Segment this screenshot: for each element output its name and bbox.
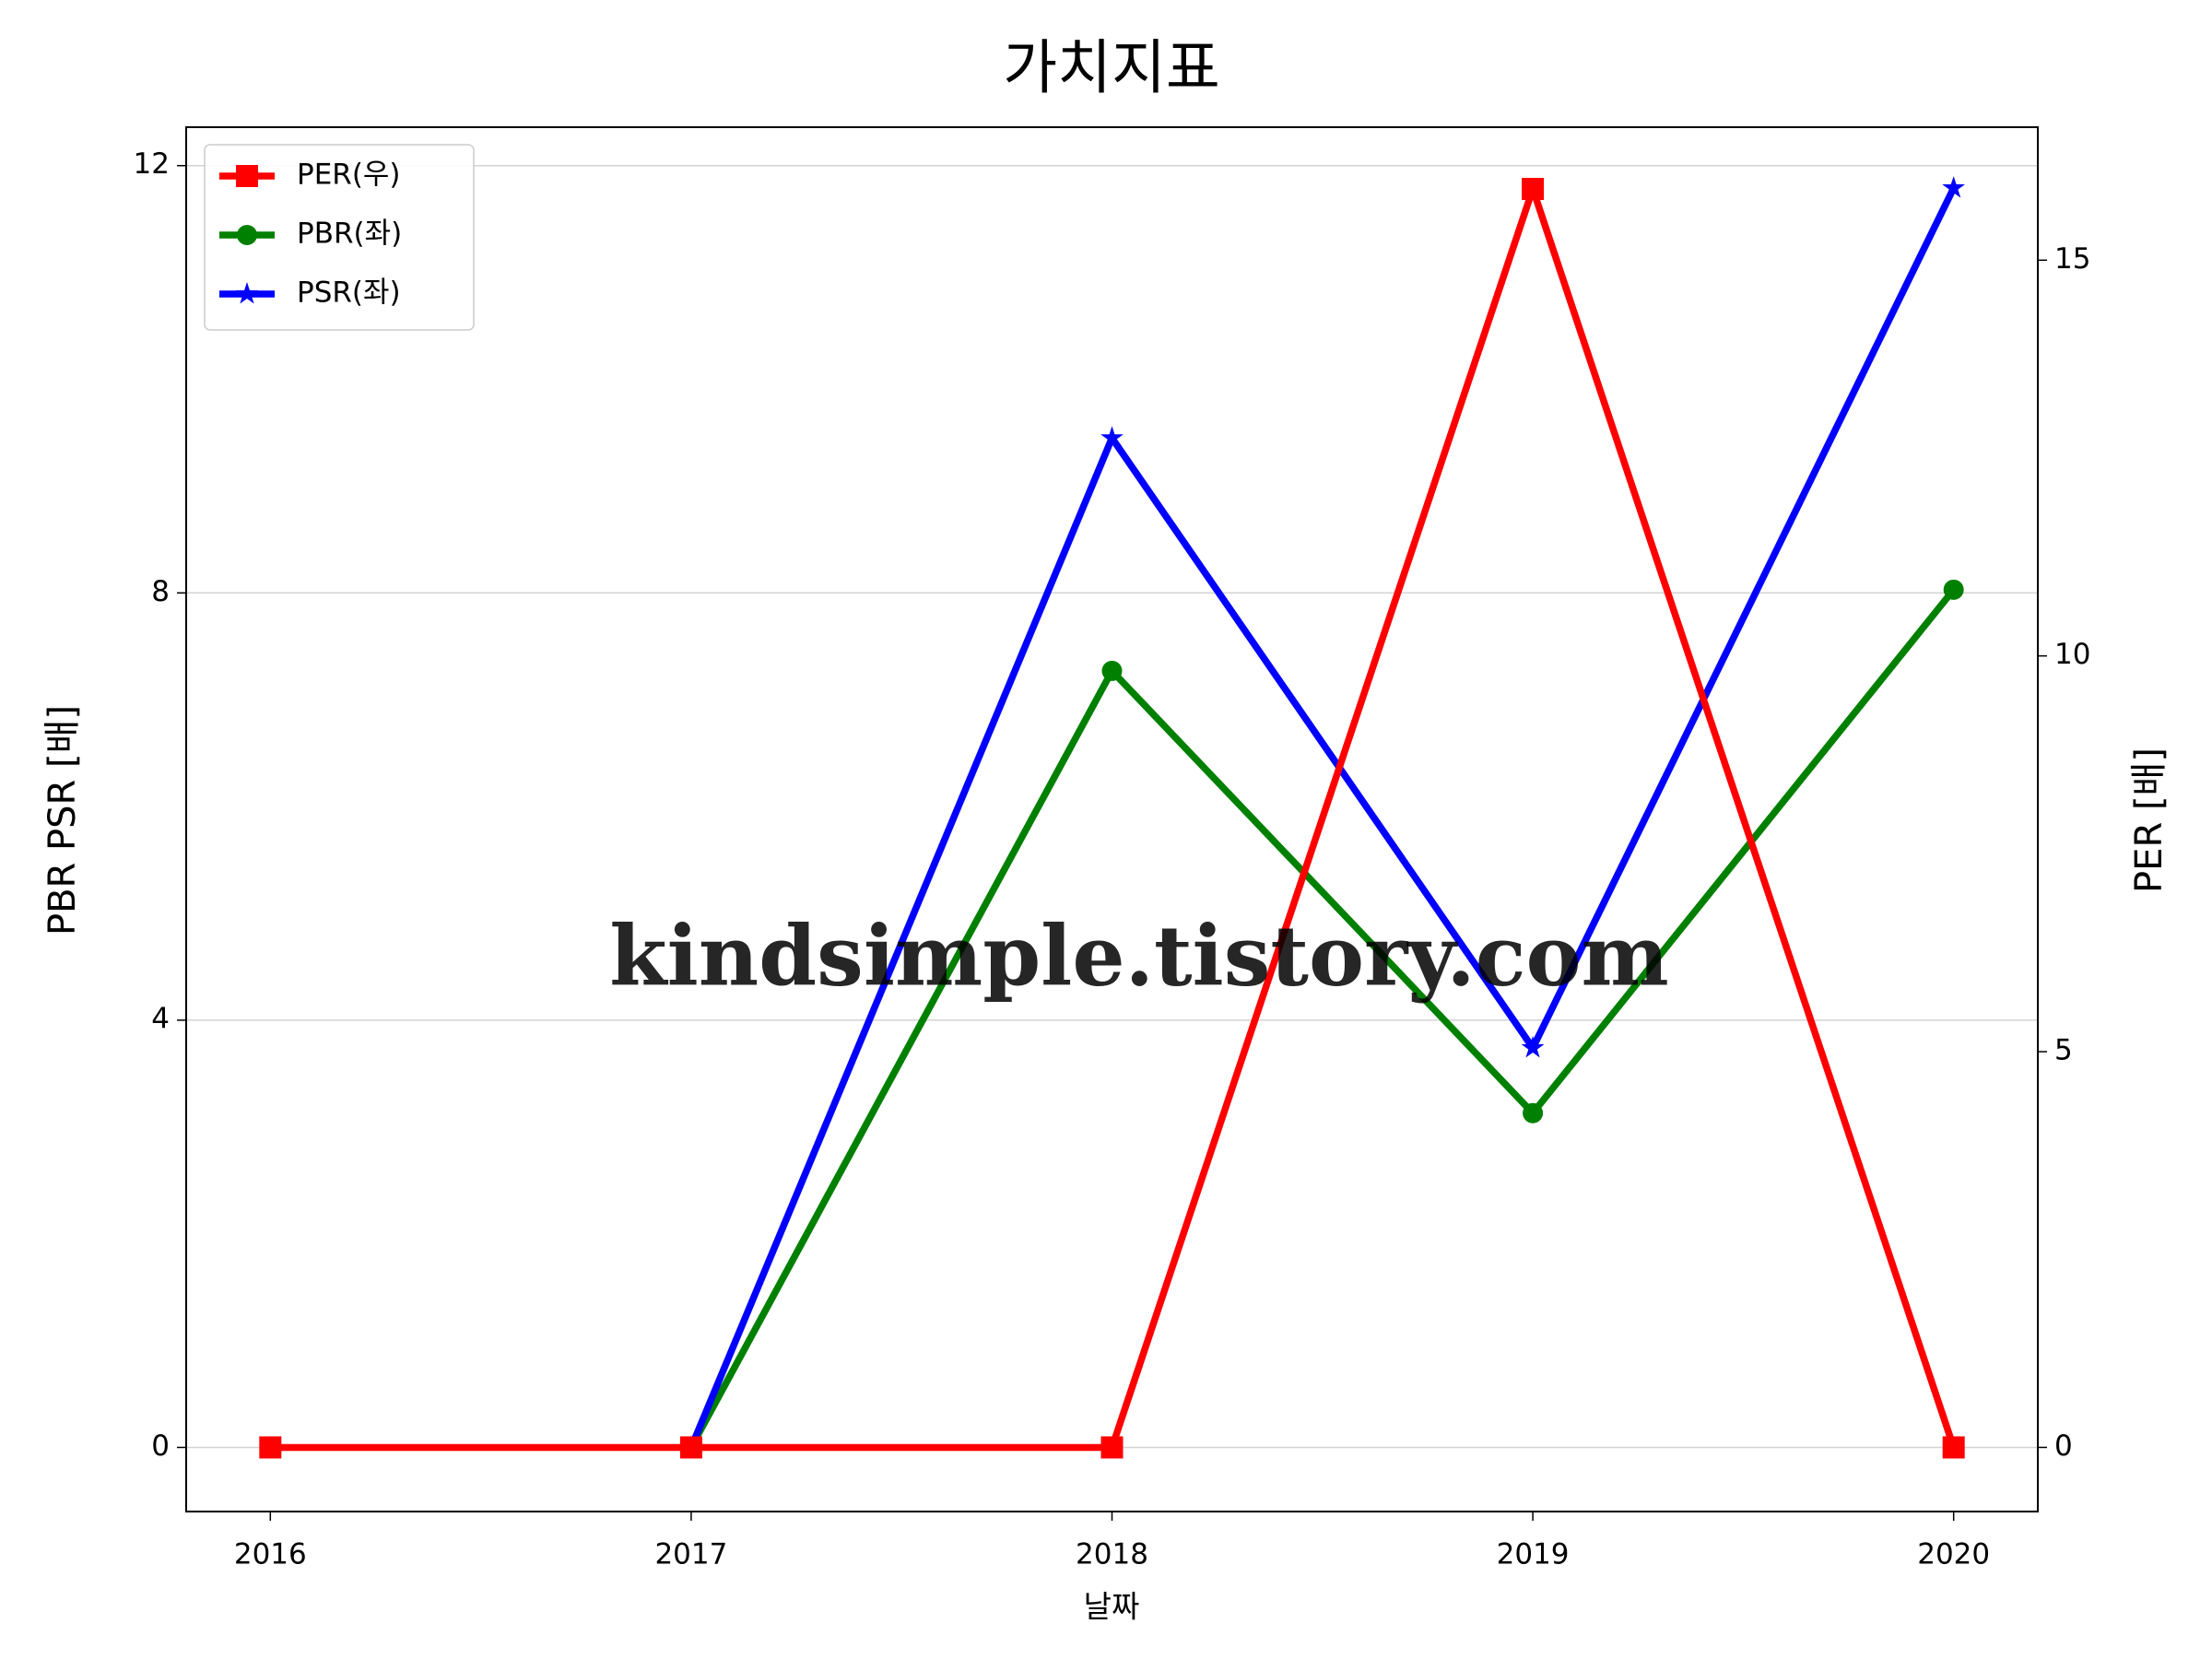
y2-tick-label: 10	[2054, 638, 2090, 671]
marker	[1101, 660, 1123, 681]
marker	[1523, 1102, 1544, 1124]
plot-frame	[185, 126, 2039, 1512]
marker	[237, 225, 257, 245]
series-line	[688, 186, 1958, 1449]
legend-label: PBR(좌)	[297, 218, 402, 251]
x-axis-label: 날짜	[1084, 1589, 1140, 1625]
watermark: kindsimple.tistory.com	[609, 908, 1669, 1006]
x-tick-label: 2019	[1497, 1538, 1570, 1571]
y-tick-label: 8	[151, 575, 170, 608]
x-tick-label: 2016	[234, 1538, 307, 1571]
y2-axis-label: PER [배]	[2128, 747, 2171, 893]
marker	[1100, 1436, 1124, 1459]
marker	[236, 165, 258, 187]
marker	[1943, 579, 1964, 600]
y2-tick-label: 15	[2054, 242, 2090, 276]
chart-title: 가치지표	[1003, 35, 1220, 103]
y-tick-label: 12	[134, 147, 170, 181]
marker	[1942, 176, 1965, 198]
marker	[1942, 1436, 1965, 1459]
legend: PER(우) PBR(좌) PSR(좌)	[204, 144, 475, 331]
marker	[235, 282, 259, 304]
y-tick-label: 0	[151, 1430, 170, 1463]
legend-label: PSR(좌)	[297, 276, 401, 310]
y-axis-label: PBR PSR [배]	[41, 705, 84, 935]
x-tick-label: 2017	[654, 1538, 727, 1571]
marker	[1521, 1036, 1545, 1058]
marker	[1522, 177, 1545, 200]
legend-label: PER(우)	[297, 159, 401, 192]
series-line	[688, 587, 1957, 1450]
y-tick-label: 4	[151, 1002, 170, 1035]
y2-tick-label: 0	[2054, 1430, 2073, 1463]
x-tick-label: 2018	[1076, 1538, 1148, 1571]
marker	[1100, 426, 1124, 448]
marker	[679, 1436, 702, 1459]
legend-box	[204, 144, 475, 331]
x-tick-label: 2020	[1917, 1538, 1990, 1571]
y2-tick-label: 5	[2054, 1034, 2073, 1067]
marker	[259, 1436, 282, 1459]
